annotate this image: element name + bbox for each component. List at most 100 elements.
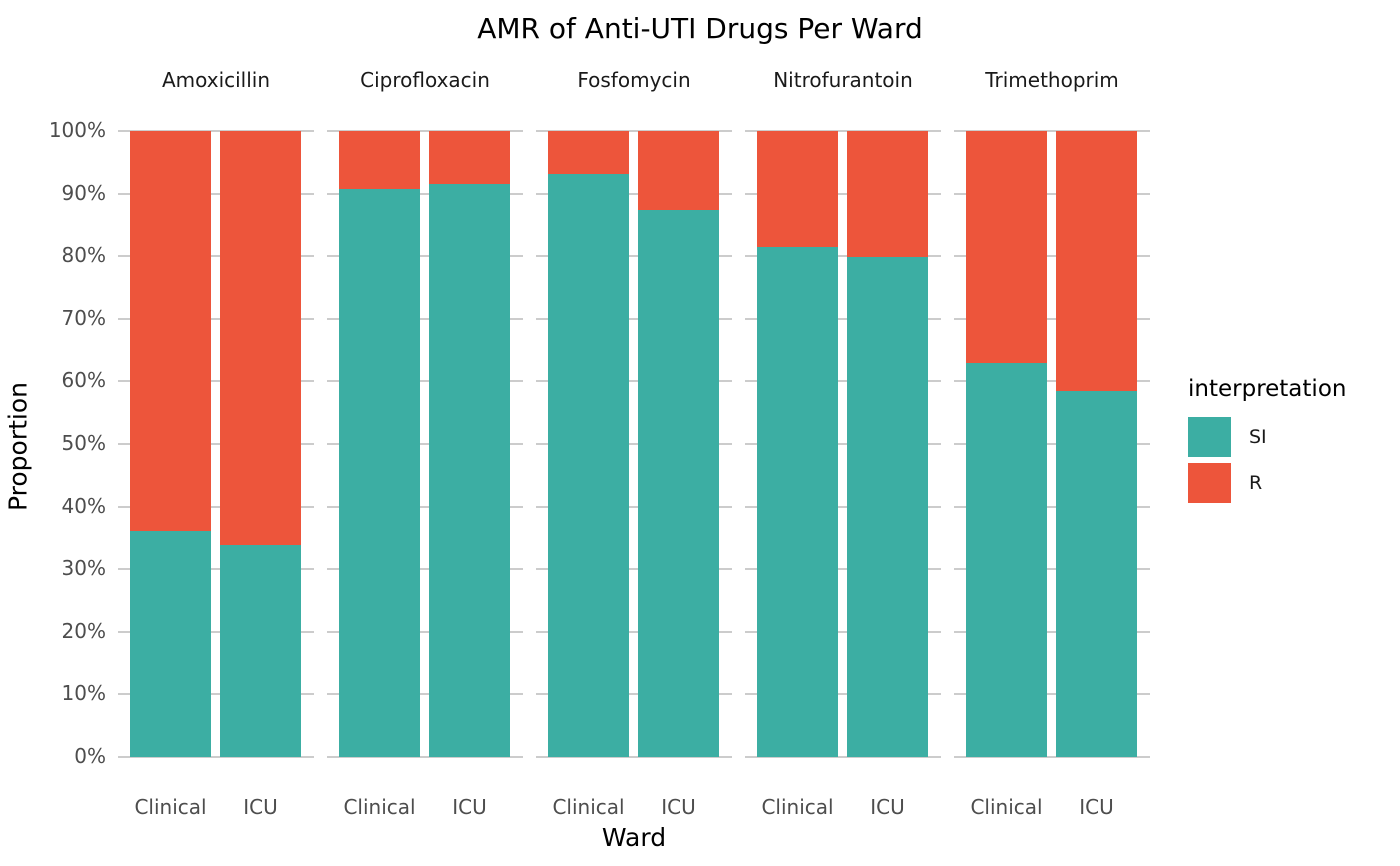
bar-segment-r	[1056, 131, 1137, 391]
gridline	[327, 130, 523, 132]
bar-segment-r	[548, 131, 629, 175]
y-tick-label: 10%	[61, 681, 106, 706]
gridline	[327, 317, 523, 320]
legend-title: interpretation	[1188, 376, 1347, 402]
legend-item: SI	[1188, 417, 1398, 457]
gridline	[536, 380, 732, 383]
y-tick-label: 60%	[61, 368, 106, 393]
gridline	[536, 756, 732, 758]
facet-panel: Ciprofloxacin Clinical ICU	[327, 68, 523, 819]
gridline	[745, 130, 941, 132]
x-axis-title: Ward	[601, 823, 667, 852]
stacked-bar-clinical	[757, 131, 838, 757]
gridline	[745, 693, 941, 696]
gridline	[118, 505, 314, 508]
x-tick-label: Clinical	[761, 795, 834, 819]
bar-segment-si	[847, 256, 928, 757]
stacked-bar-icu	[220, 131, 301, 757]
stacked-bar-icu	[1056, 131, 1137, 757]
y-tick-label: 40%	[61, 493, 106, 518]
stacked-bar-icu	[638, 131, 719, 757]
gridline	[118, 443, 314, 445]
gridline	[954, 568, 1150, 571]
gridline	[745, 505, 941, 508]
gridline	[745, 317, 941, 320]
legend-item: R	[1188, 463, 1398, 503]
gridline	[327, 568, 523, 571]
stacked-bar-icu	[429, 131, 510, 757]
bar-segment-r	[339, 131, 420, 189]
gridline	[954, 317, 1150, 320]
bar-segment-r	[966, 131, 1047, 363]
gridline	[745, 255, 941, 258]
facet-strip-label: Fosfomycin	[577, 68, 691, 92]
gridline	[536, 192, 732, 195]
gridline	[954, 255, 1150, 258]
gridline	[327, 693, 523, 696]
facet-strip-label: Nitrofurantoin	[773, 68, 913, 92]
gridline	[536, 568, 732, 571]
facet-strip-label: Trimethoprim	[985, 68, 1119, 92]
gridline	[745, 756, 941, 758]
facet-panel: Amoxicillin Clinical ICU	[118, 68, 314, 819]
bar-segment-r	[847, 131, 928, 257]
legend-items: SI R	[1188, 417, 1398, 503]
chart-title: AMR of Anti-UTI Drugs Per Ward	[477, 12, 923, 45]
gridline	[327, 380, 523, 383]
gridline	[118, 192, 314, 195]
gridline	[745, 568, 941, 571]
x-tick-label: ICU	[1079, 795, 1114, 819]
y-tick-label: 0%	[74, 744, 106, 768]
bar-segment-si	[966, 362, 1047, 757]
stacked-bar-clinical	[339, 131, 420, 757]
bar-segment-r	[757, 131, 838, 248]
gridline	[954, 693, 1150, 696]
gridline	[118, 380, 314, 383]
bar-segment-si	[429, 183, 510, 757]
bar-segment-r	[130, 131, 211, 531]
gridline	[536, 255, 732, 258]
gridline	[327, 505, 523, 508]
facet-panel: Nitrofurantoin Clinical ICU	[745, 68, 941, 819]
x-tick-label: ICU	[243, 795, 278, 819]
y-tick-label: 70%	[61, 305, 106, 330]
x-tick-label: ICU	[661, 795, 696, 819]
stacked-bar-icu	[847, 131, 928, 757]
bar-segment-si	[339, 188, 420, 757]
gridline	[118, 756, 314, 758]
legend-swatch-si	[1188, 417, 1231, 457]
bar-segment-r	[220, 131, 301, 546]
x-tick-label: Clinical	[970, 795, 1043, 819]
gridline	[536, 505, 732, 508]
gridline	[536, 130, 732, 132]
bar-segment-r	[638, 131, 719, 210]
x-tick-label: Clinical	[134, 795, 207, 819]
gridline	[745, 630, 941, 633]
x-tick-label: ICU	[452, 795, 487, 819]
gridline	[327, 255, 523, 258]
y-tick-label: 30%	[61, 556, 106, 581]
bar-segment-r	[429, 131, 510, 184]
y-tick-label: 20%	[61, 618, 106, 643]
gridline	[954, 130, 1150, 132]
bar-segment-si	[130, 531, 211, 757]
bar-segment-si	[1056, 390, 1137, 757]
y-tick-label: 90%	[61, 180, 106, 205]
gridline	[327, 443, 523, 445]
gridline	[745, 443, 941, 445]
gridline	[954, 505, 1150, 508]
stacked-bar-clinical	[966, 131, 1047, 757]
legend-swatch-r	[1188, 463, 1231, 503]
y-tick-label: 100%	[48, 118, 106, 142]
gridline	[118, 317, 314, 320]
y-tick-label: 80%	[61, 243, 106, 268]
gridline	[327, 192, 523, 195]
gridline	[745, 380, 941, 383]
gridline	[536, 693, 732, 696]
x-tick-label: ICU	[870, 795, 905, 819]
stacked-bar-clinical	[548, 131, 629, 757]
bar-segment-si	[548, 174, 629, 757]
gridline	[954, 630, 1150, 633]
gridline	[536, 630, 732, 633]
